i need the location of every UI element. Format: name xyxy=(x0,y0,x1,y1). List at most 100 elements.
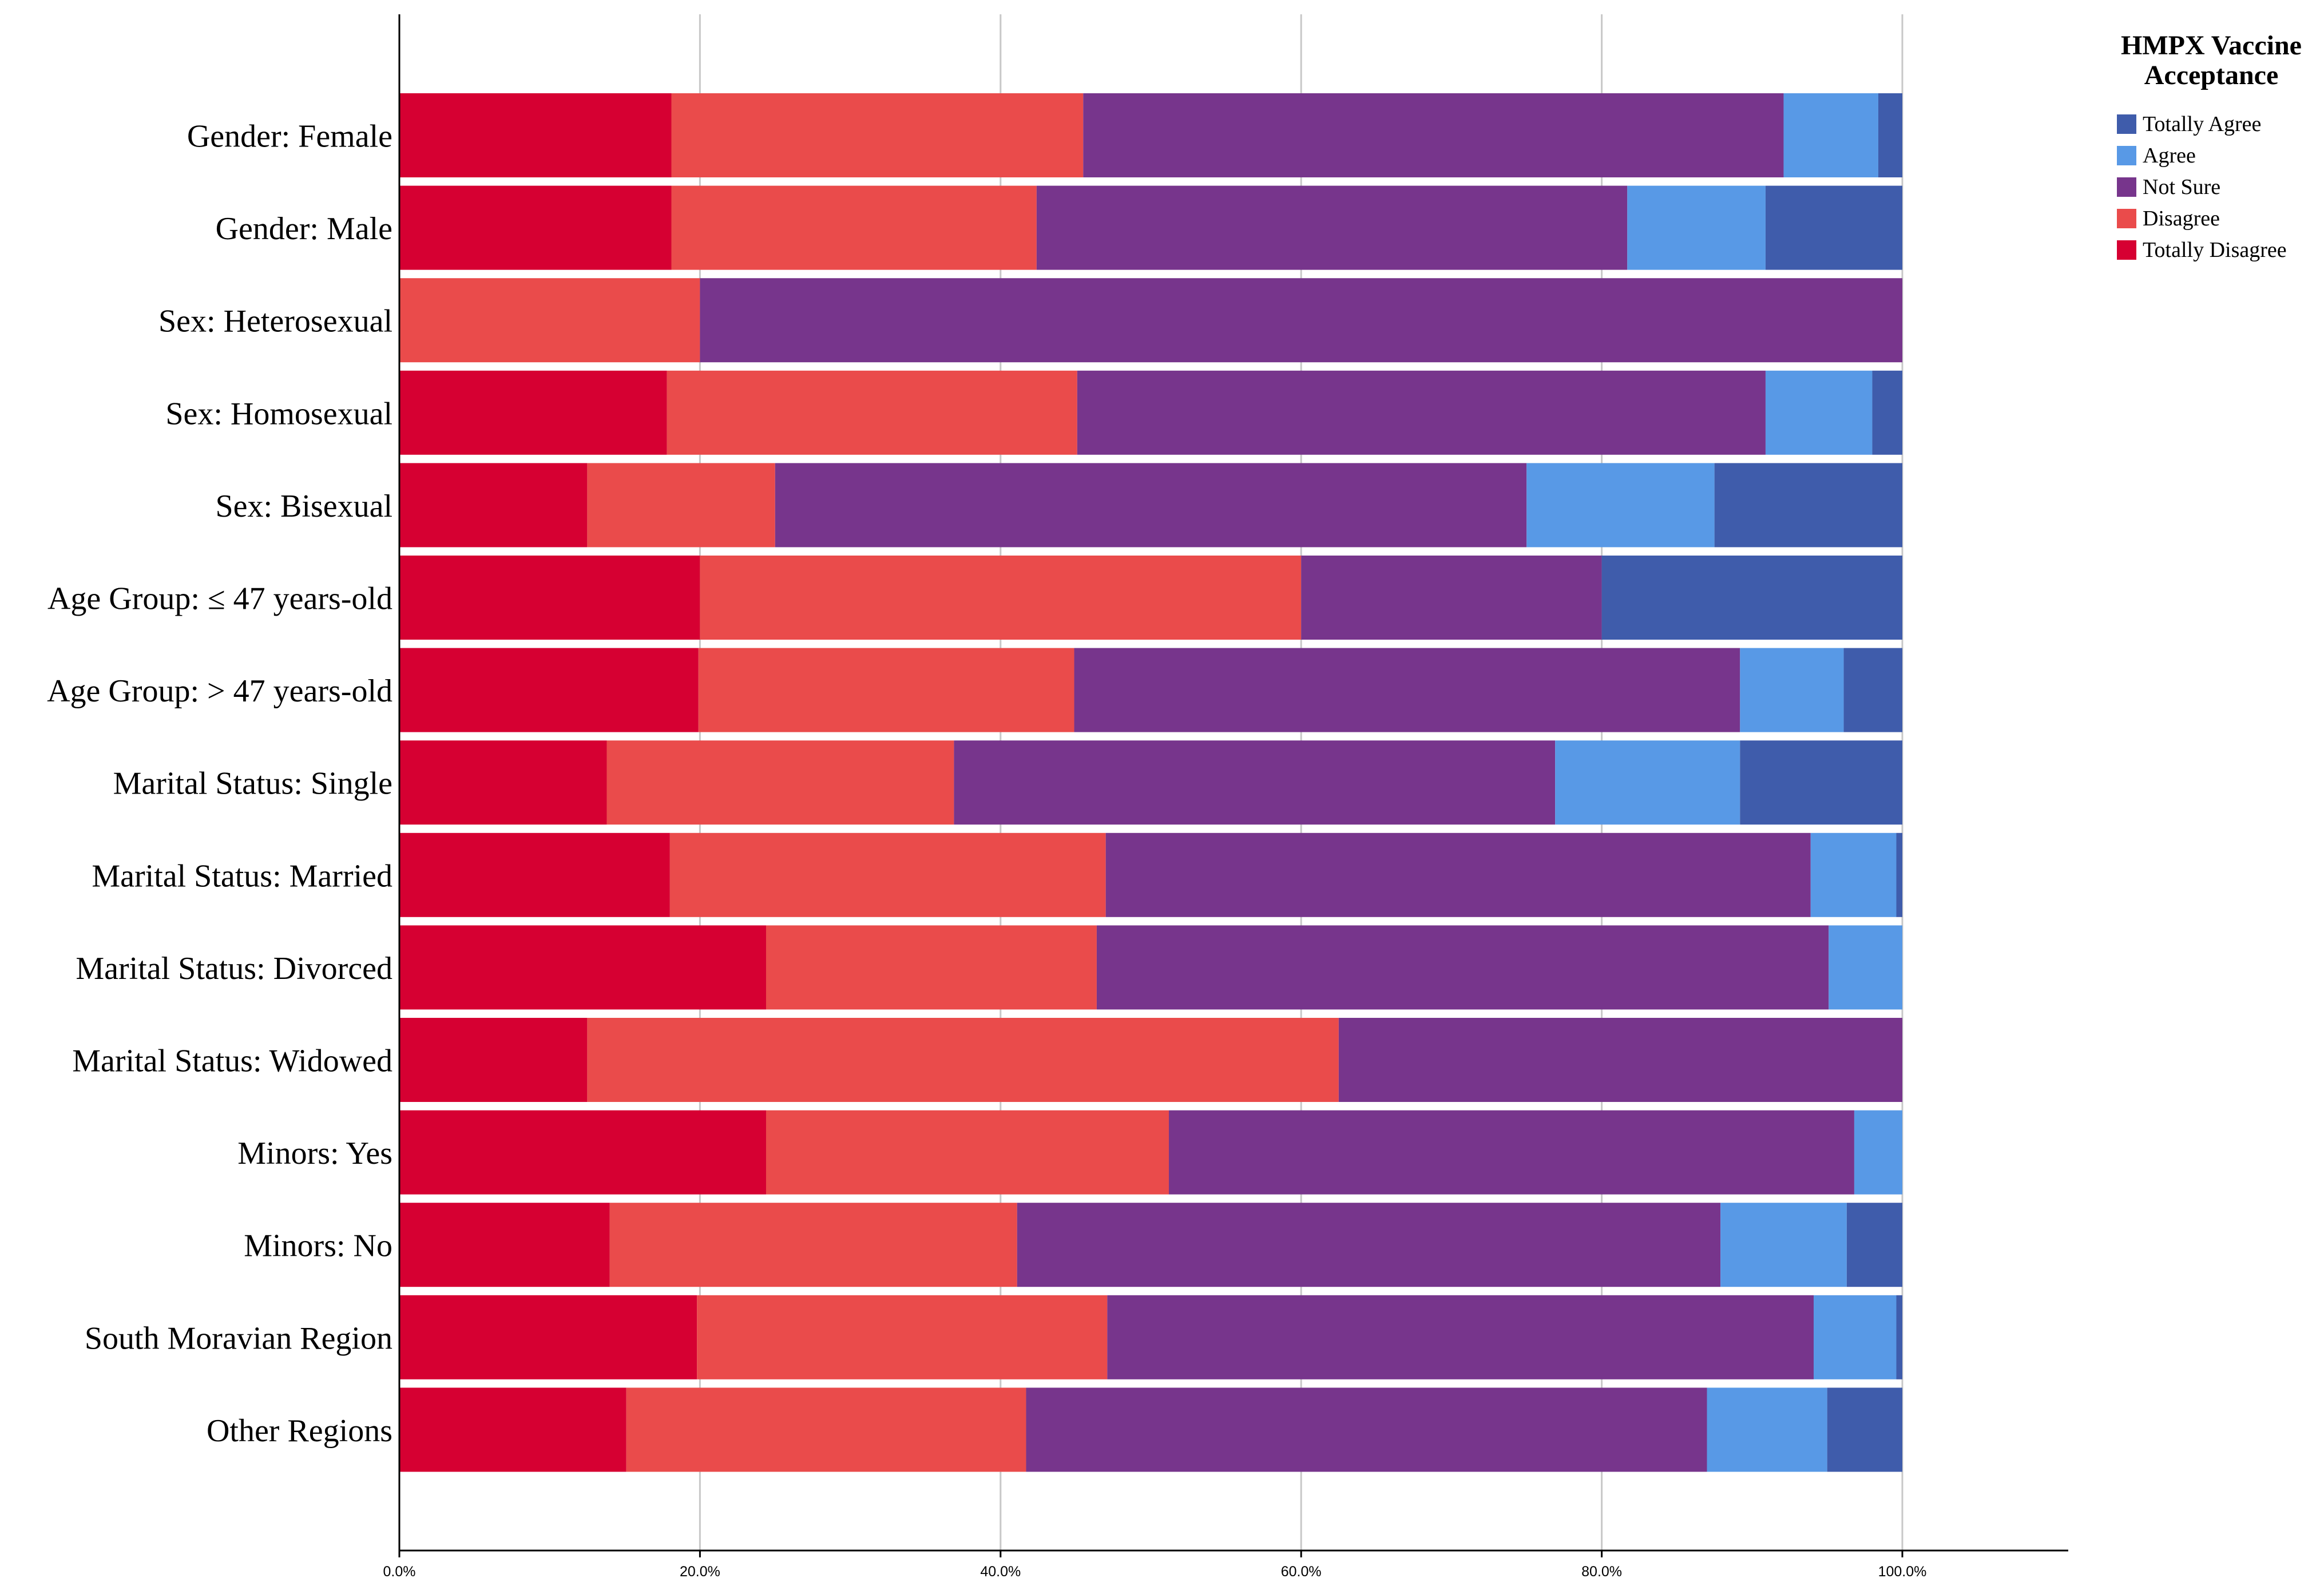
bar-sex-heterosexual-not-sure xyxy=(700,278,1903,363)
category-label-sex-homosexual: Sex: Homosexual xyxy=(165,396,392,431)
bar-marital-status-single-not-sure xyxy=(954,740,1556,825)
bar-gender-male-not-sure xyxy=(1036,185,1628,270)
bar-south-moravian-region-not-sure xyxy=(1107,1295,1814,1379)
bar-sex-bisexual-not-sure xyxy=(775,463,1527,548)
bar-marital-status-single-totally-agree xyxy=(1740,740,1902,825)
bar-marital-status-divorced-totally-disagree xyxy=(399,925,766,1010)
bar-south-moravian-region-agree xyxy=(1814,1295,1897,1379)
bar-age-group-47-years-old-disagree xyxy=(698,648,1074,732)
category-label-gender-male: Gender: Male xyxy=(216,211,392,247)
legend-label-totally-agree: Totally Agree xyxy=(2143,112,2261,136)
bar-other-regions-agree xyxy=(1707,1387,1827,1472)
bar-age-group-47-years-old-totally-disagree xyxy=(399,648,699,732)
category-label-marital-status-single: Marital Status: Single xyxy=(113,766,392,802)
bar-minors-no-totally-disagree xyxy=(399,1203,610,1287)
bar-gender-female-agree xyxy=(1783,93,1878,177)
bar-age-group-47-years-old-agree xyxy=(1740,648,1844,732)
bar-sex-homosexual-totally-agree xyxy=(1872,370,1902,455)
x-tick-label-0-0: 0.0% xyxy=(383,1564,416,1580)
legend-swatch-agree xyxy=(2117,146,2136,165)
legend-swatch-not-sure xyxy=(2117,177,2136,197)
bar-marital-status-divorced-agree xyxy=(1829,925,1902,1010)
bar-south-moravian-region-totally-agree xyxy=(1896,1295,1902,1379)
bar-marital-status-single-agree xyxy=(1555,740,1740,825)
legend-swatch-disagree xyxy=(2117,209,2136,228)
category-label-marital-status-divorced: Marital Status: Divorced xyxy=(76,951,392,986)
bar-marital-status-divorced-disagree xyxy=(766,925,1097,1010)
bar-sex-homosexual-disagree xyxy=(667,370,1077,455)
bar-sex-homosexual-agree xyxy=(1765,370,1873,455)
bar-age-group-47-years-old-totally-disagree xyxy=(399,556,700,640)
category-label-age-group-47-years-old: Age Group: > 47 years-old xyxy=(47,673,392,709)
bar-gender-male-disagree xyxy=(671,185,1037,270)
bar-marital-status-widowed-disagree xyxy=(587,1018,1339,1102)
category-label-south-moravian-region: South Moravian Region xyxy=(85,1321,392,1356)
bar-south-moravian-region-totally-disagree xyxy=(399,1295,697,1379)
bar-minors-no-not-sure xyxy=(1017,1203,1721,1287)
bar-age-group-47-years-old-not-sure xyxy=(1074,648,1740,732)
category-label-marital-status-widowed: Marital Status: Widowed xyxy=(72,1044,392,1079)
bar-other-regions-totally-disagree xyxy=(399,1387,626,1472)
bar-marital-status-married-agree xyxy=(1810,832,1897,917)
bar-sex-bisexual-totally-agree xyxy=(1714,463,1902,548)
bar-gender-male-agree xyxy=(1627,185,1766,270)
bar-other-regions-not-sure xyxy=(1026,1387,1707,1472)
bar-sex-bisexual-disagree xyxy=(587,463,775,548)
bar-minors-no-totally-agree xyxy=(1846,1203,1902,1287)
bar-sex-bisexual-agree xyxy=(1526,463,1715,548)
x-tick-label-100-0: 100.0% xyxy=(1878,1564,1927,1580)
bar-age-group-47-years-old-not-sure xyxy=(1301,556,1602,640)
legend-label-totally-disagree: Totally Disagree xyxy=(2143,238,2287,262)
x-tick-label-80-0: 80.0% xyxy=(1581,1564,1622,1580)
bar-gender-female-totally-disagree xyxy=(399,93,672,177)
bar-other-regions-disagree xyxy=(626,1387,1026,1472)
bar-south-moravian-region-disagree xyxy=(697,1295,1108,1379)
category-label-gender-female: Gender: Female xyxy=(187,119,392,154)
bar-sex-heterosexual-disagree xyxy=(399,278,700,363)
category-label-sex-bisexual: Sex: Bisexual xyxy=(215,489,392,524)
bar-minors-yes-not-sure xyxy=(1169,1110,1854,1195)
bar-gender-male-totally-disagree xyxy=(399,185,672,270)
bar-minors-no-agree xyxy=(1720,1203,1847,1287)
bar-age-group-47-years-old-totally-agree xyxy=(1843,648,1902,732)
bar-marital-status-married-totally-disagree xyxy=(399,832,670,917)
legend-title-line-1: HMPX Vaccine xyxy=(2121,30,2302,61)
category-label-marital-status-married: Marital Status: Married xyxy=(92,858,392,894)
bar-age-group-47-years-old-totally-agree xyxy=(1601,556,1902,640)
bar-marital-status-married-totally-agree xyxy=(1896,832,1902,917)
legend-label-disagree: Disagree xyxy=(2143,207,2220,231)
bar-marital-status-single-disagree xyxy=(606,740,954,825)
category-label-sex-heterosexual: Sex: Heterosexual xyxy=(158,304,392,339)
x-tick-label-20-0: 20.0% xyxy=(680,1564,720,1580)
legend-swatch-totally-agree xyxy=(2117,114,2136,134)
bar-minors-yes-agree xyxy=(1854,1110,1902,1195)
bar-marital-status-married-disagree xyxy=(669,832,1106,917)
bars xyxy=(399,93,1903,1472)
bar-marital-status-widowed-not-sure xyxy=(1338,1018,1902,1102)
bar-marital-status-married-not-sure xyxy=(1105,832,1811,917)
bar-minors-yes-totally-disagree xyxy=(399,1110,766,1195)
legend-title-line-2: Acceptance xyxy=(2144,60,2279,90)
bar-gender-male-totally-agree xyxy=(1765,185,1902,270)
x-tick-label-40-0: 40.0% xyxy=(980,1564,1021,1580)
bar-age-group-47-years-old-disagree xyxy=(700,556,1302,640)
legend-swatch-totally-disagree xyxy=(2117,240,2136,260)
category-labels: Gender: Female Gender: Male Sex: Heterosex… xyxy=(47,119,392,1449)
category-label-minors-no: Minors: No xyxy=(244,1228,392,1264)
bar-gender-female-disagree xyxy=(671,93,1084,177)
bar-minors-no-disagree xyxy=(609,1203,1017,1287)
legend-label-not-sure: Not Sure xyxy=(2143,175,2220,199)
category-label-minors-yes: Minors: Yes xyxy=(237,1136,392,1171)
bar-gender-female-not-sure xyxy=(1083,93,1784,177)
legend-label-agree: Agree xyxy=(2143,144,2196,168)
bar-marital-status-divorced-not-sure xyxy=(1096,925,1829,1010)
bar-gender-female-totally-agree xyxy=(1878,93,1902,177)
bar-sex-homosexual-not-sure xyxy=(1077,370,1766,455)
bar-sex-homosexual-totally-disagree xyxy=(399,370,667,455)
bar-other-regions-totally-agree xyxy=(1827,1387,1902,1472)
x-tick-labels: 0.0% 20.0% 40.0% 60.0% 80.0% 100.0% xyxy=(383,1564,1927,1580)
bar-marital-status-single-totally-disagree xyxy=(399,740,607,825)
bar-marital-status-widowed-totally-disagree xyxy=(399,1018,588,1102)
axes xyxy=(398,14,2068,1557)
